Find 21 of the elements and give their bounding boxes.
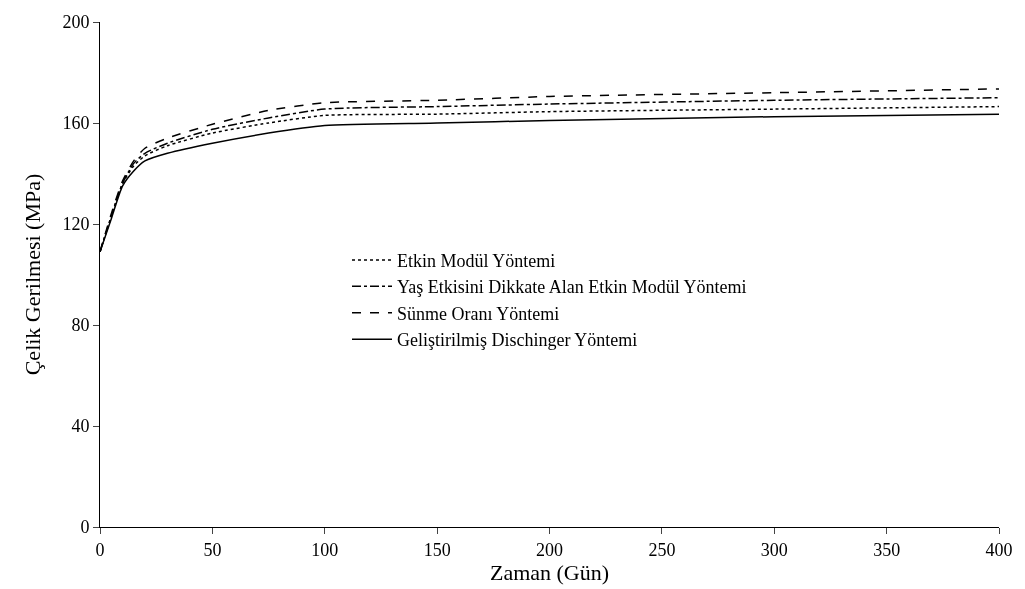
- x-tick-label: 350: [873, 539, 901, 560]
- y-tick-label: 120: [62, 214, 90, 235]
- x-tick-label: 50: [203, 539, 222, 560]
- x-tick-label: 200: [536, 539, 563, 560]
- y-tick-label: 80: [71, 315, 90, 336]
- legend-label: Etkin Modül Yöntemi: [397, 250, 556, 271]
- x-axis-title: Zaman (Gün): [489, 559, 610, 585]
- y-tick-label: 0: [80, 517, 90, 538]
- legend-label: Geliştirilmiş Dischinger Yöntemi: [397, 330, 638, 351]
- x-tick-label: 400: [985, 539, 1013, 560]
- y-tick-label: 200: [62, 12, 90, 33]
- x-tick-label: 100: [311, 539, 339, 560]
- y-tick-label: 40: [71, 416, 90, 437]
- y-tick-label: 160: [62, 113, 90, 134]
- x-tick-label: 300: [760, 539, 788, 560]
- legend-label: Sünme Oranı Yöntemi: [397, 303, 560, 324]
- x-tick-label: 150: [423, 539, 451, 560]
- legend-label: Yaş Etkisini Dikkate Alan Etkin Modül Yöntemi: [397, 277, 747, 298]
- x-tick-label: 0: [95, 539, 105, 560]
- y-axis-title: Çelik Gerilmesi (MPa): [20, 173, 46, 376]
- x-tick-label: 250: [648, 539, 676, 560]
